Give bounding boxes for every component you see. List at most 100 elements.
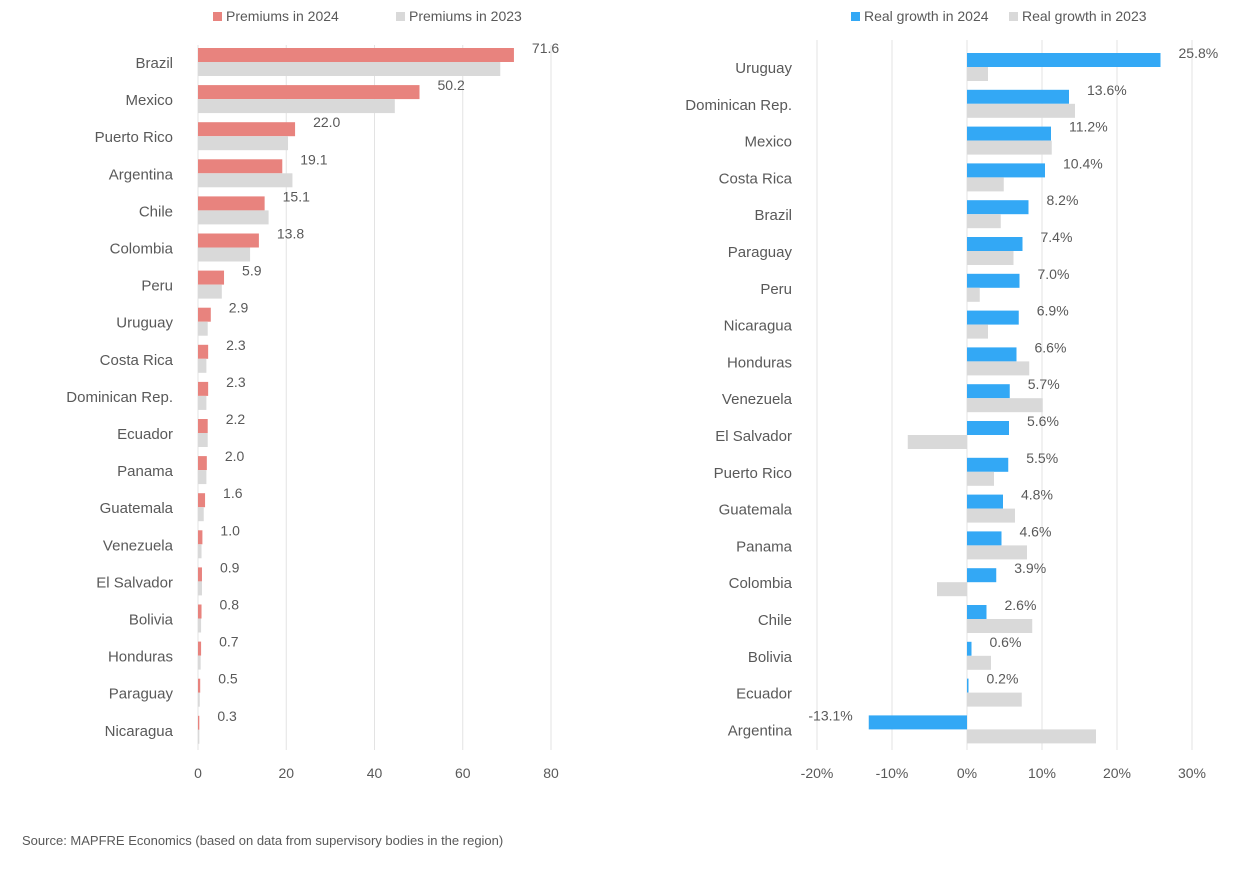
premiums-bar-2024 xyxy=(198,715,200,730)
growth-category-label: Brazil xyxy=(754,207,792,224)
premiums-bar-2024 xyxy=(198,530,203,545)
premiums-bar-2023 xyxy=(198,729,200,744)
growth-bar-2023 xyxy=(967,398,1043,413)
growth-category-label: Panama xyxy=(736,538,793,555)
growth-bar-2024 xyxy=(967,53,1161,67)
growth-bar-2024 xyxy=(967,421,1009,435)
premiums-category-label: Bolivia xyxy=(129,612,174,629)
premiums-data-label: 0.7 xyxy=(219,634,239,650)
premiums-data-label: 0.5 xyxy=(218,671,238,687)
growth-category-label: Honduras xyxy=(727,354,792,371)
premiums-data-label: 0.3 xyxy=(217,708,237,724)
growth-category-label: Peru xyxy=(760,281,792,298)
growth-legend-label: Real growth in 2023 xyxy=(1022,8,1147,24)
growth-data-label: 5.7% xyxy=(1028,376,1060,392)
premiums-data-label: 15.1 xyxy=(283,188,310,204)
growth-legend-label: Real growth in 2024 xyxy=(864,8,989,24)
premiums-bar-2024 xyxy=(198,48,514,62)
growth-data-label: 5.5% xyxy=(1026,450,1058,466)
growth-data-label: 13.6% xyxy=(1087,82,1127,98)
growth-data-label: 4.6% xyxy=(1020,523,1052,539)
growth-x-tick-label: -10% xyxy=(876,765,909,781)
premiums-bar-2023 xyxy=(198,544,202,559)
growth-bar-2023 xyxy=(967,508,1015,523)
growth-bar-2023 xyxy=(967,140,1052,155)
growth-category-label: Argentina xyxy=(728,722,793,739)
growth-category-label: El Salvador xyxy=(715,428,792,445)
growth-data-label: 7.4% xyxy=(1041,229,1073,245)
premiums-data-label: 50.2 xyxy=(438,77,465,93)
premiums-data-label: 71.6 xyxy=(532,40,559,56)
premiums-category-label: Panama xyxy=(117,463,174,480)
premiums-category-label: Chile xyxy=(139,203,173,220)
growth-category-label: Uruguay xyxy=(735,60,792,77)
premiums-category-label: Dominican Rep. xyxy=(66,389,173,406)
premiums-bar-2024 xyxy=(198,307,211,322)
growth-bar-2024 xyxy=(967,310,1019,325)
premiums-bar-2023 xyxy=(198,581,202,596)
premiums-bar-2023 xyxy=(198,692,200,707)
growth-data-label: 5.6% xyxy=(1027,413,1059,429)
growth-data-label: 0.6% xyxy=(990,634,1022,650)
premiums-bar-2023 xyxy=(198,507,204,522)
premiums-category-label: Brazil xyxy=(135,55,173,72)
growth-category-label: Colombia xyxy=(729,575,793,592)
growth-x-tick-label: 0% xyxy=(957,765,977,781)
premiums-category-label: Venezuela xyxy=(103,537,174,554)
growth-bar-2024 xyxy=(967,163,1045,178)
premiums-legend-swatch xyxy=(213,12,222,21)
premiums-category-label: Nicaragua xyxy=(105,723,174,740)
premiums-bar-2024 xyxy=(198,381,209,396)
growth-bar-2024 xyxy=(967,384,1010,399)
premiums-bar-2024 xyxy=(198,159,283,174)
premiums-bar-2024 xyxy=(198,270,225,285)
growth-bar-2024 xyxy=(967,237,1023,251)
growth-bar-2023 xyxy=(967,67,988,81)
premiums-bar-2024 xyxy=(198,85,420,100)
growth-data-label: -13.1% xyxy=(808,707,852,723)
premiums-legend-swatch xyxy=(396,12,405,21)
growth-bar-2024 xyxy=(967,641,972,656)
premiums-bar-2023 xyxy=(198,247,251,262)
premiums-bar-2023 xyxy=(198,395,207,410)
premiums-category-label: Mexico xyxy=(125,92,173,109)
premiums-category-label: El Salvador xyxy=(96,574,173,591)
premiums-data-label: 2.3 xyxy=(226,374,246,390)
growth-category-label: Dominican Rep. xyxy=(685,97,792,114)
growth-data-label: 0.2% xyxy=(987,671,1019,687)
growth-data-label: 6.9% xyxy=(1037,303,1069,319)
source-note: Source: MAPFRE Economics (based on data … xyxy=(22,833,504,848)
growth-bar-2023 xyxy=(967,729,1096,744)
growth-legend-swatch xyxy=(1009,12,1018,21)
growth-legend-swatch xyxy=(851,12,860,21)
premiums-data-label: 19.1 xyxy=(300,151,327,167)
premiums-bar-2023 xyxy=(198,358,207,373)
growth-bar-2024 xyxy=(967,605,987,619)
growth-data-label: 3.9% xyxy=(1014,560,1046,576)
premiums-bar-2023 xyxy=(198,136,289,151)
premiums-bar-2023 xyxy=(198,284,222,299)
growth-bar-2023 xyxy=(967,177,1004,192)
premiums-x-tick-label: 40 xyxy=(367,765,383,781)
premiums-data-label: 0.9 xyxy=(220,559,240,575)
growth-bar-2023 xyxy=(967,619,1033,633)
growth-bar-2023 xyxy=(967,214,1001,229)
growth-bar-2023 xyxy=(967,545,1027,560)
premiums-bar-2024 xyxy=(198,196,265,211)
premiums-bar-2023 xyxy=(198,321,208,336)
growth-data-label: 7.0% xyxy=(1038,266,1070,282)
premiums-x-tick-label: 80 xyxy=(543,765,559,781)
growth-category-label: Mexico xyxy=(744,134,792,151)
growth-data-label: 10.4% xyxy=(1063,155,1103,171)
premiums-bar-2024 xyxy=(198,604,202,619)
growth-category-label: Chile xyxy=(758,612,792,629)
growth-bar-2023 xyxy=(967,361,1030,376)
growth-category-label: Nicaragua xyxy=(724,318,793,335)
premiums-bar-2024 xyxy=(198,233,259,248)
premiums-bar-2023 xyxy=(198,173,293,188)
growth-bar-2023 xyxy=(967,324,988,339)
premiums-data-label: 0.8 xyxy=(220,597,240,613)
premiums-data-label: 1.6 xyxy=(223,485,243,501)
premiums-bar-2024 xyxy=(198,344,209,359)
